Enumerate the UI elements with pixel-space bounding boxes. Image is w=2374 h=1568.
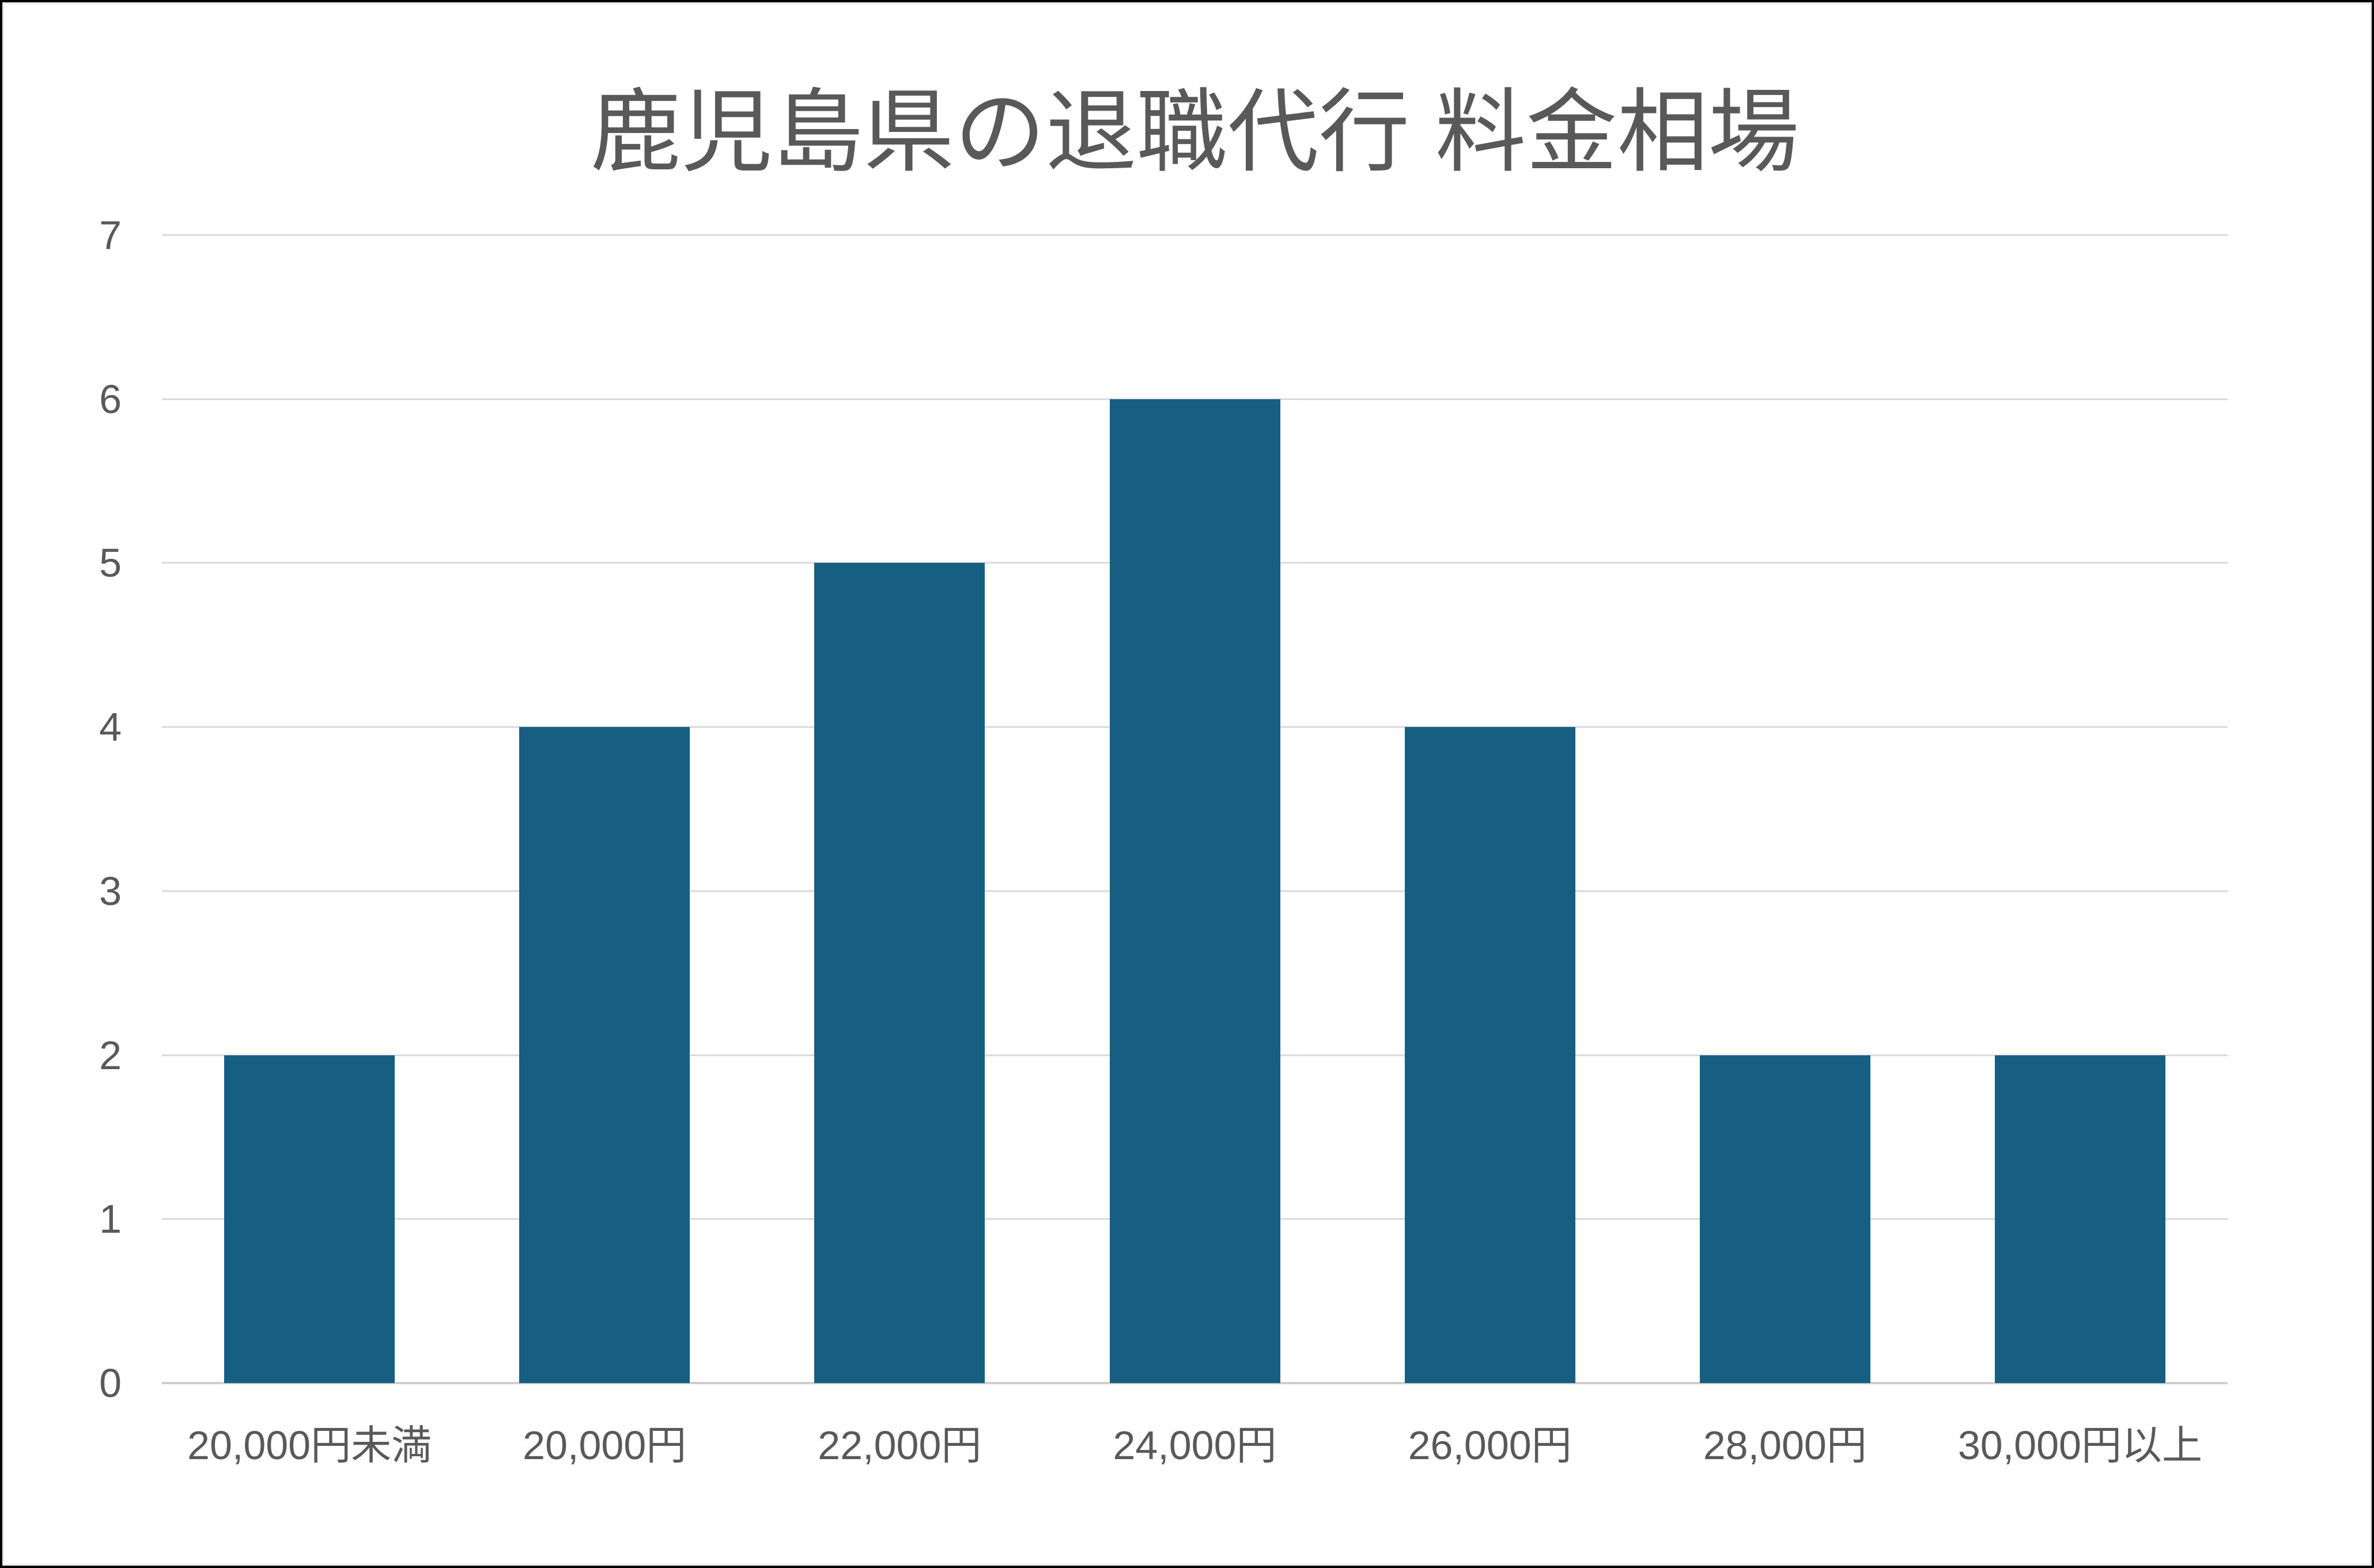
chart-title: 鹿児島県の退職代行 料金相場 [590, 82, 1800, 183]
bar-30,000円以上 [1994, 1055, 2165, 1383]
x-tick-label: 28,000円 [1703, 1423, 1867, 1468]
x-tick-label: 22,000円 [818, 1423, 982, 1468]
bar-24,000円 [1109, 399, 1280, 1383]
x-axis-line [162, 1382, 2228, 1384]
x-tick-label: 30,000円以上 [1957, 1423, 2202, 1468]
y-tick-label: 0 [99, 1361, 122, 1406]
y-tick-label: 1 [99, 1196, 122, 1242]
plot-area [162, 234, 2228, 1384]
bar-20,000円未満 [224, 1055, 395, 1383]
y-gridline [162, 234, 2228, 236]
x-tick-label: 20,000円未満 [187, 1423, 432, 1468]
y-tick-label: 3 [99, 868, 122, 914]
x-tick-label: 20,000円 [523, 1423, 687, 1468]
x-tick-label: 24,000円 [1113, 1423, 1277, 1468]
y-axis: 0 1 2 3 4 5 6 7 [2, 215, 122, 1403]
x-axis: 20,000円未満 20,000円 22,000円 24,000円 26,000円 28,… [162, 1421, 2228, 1471]
bar-20,000円 [519, 727, 690, 1383]
y-tick-label: 2 [99, 1032, 122, 1078]
y-tick-label: 4 [99, 705, 122, 750]
bar-28,000円 [1699, 1055, 1870, 1383]
x-tick-label: 26,000円 [1408, 1423, 1572, 1468]
y-tick-label: 5 [99, 540, 122, 586]
y-tick-label: 6 [99, 376, 122, 422]
y-tick-label: 7 [99, 213, 122, 257]
bar-26,000円 [1404, 727, 1575, 1383]
bar-22,000円 [814, 563, 985, 1383]
